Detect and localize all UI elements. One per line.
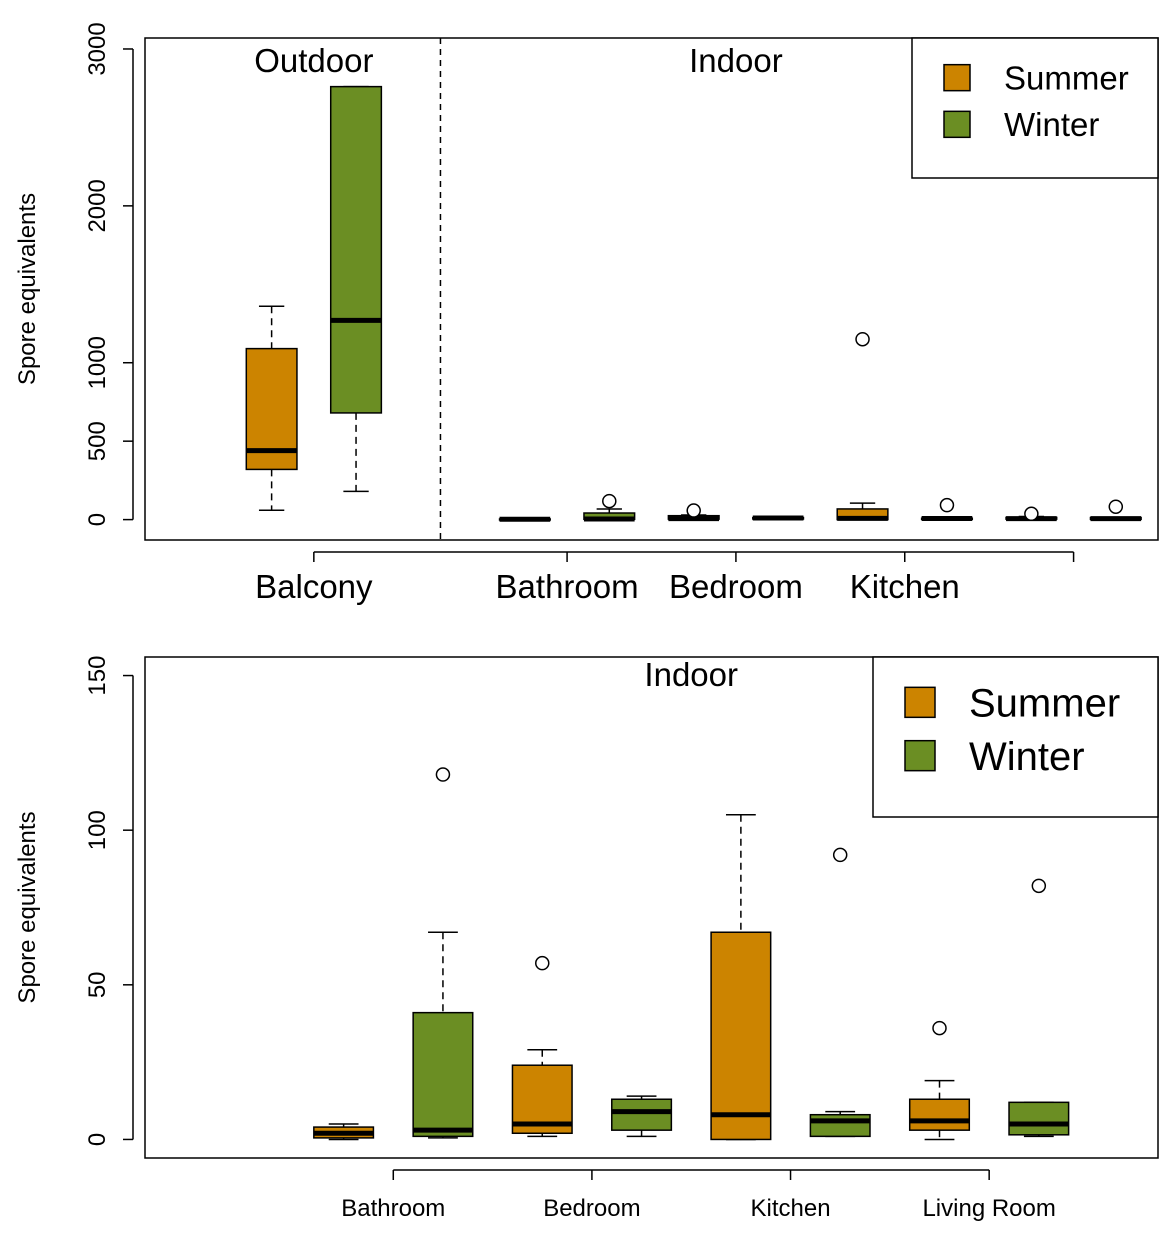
region-label: Indoor [644,656,738,693]
y-tick-label: 2000 [84,179,111,232]
box-winter [412,1011,474,1138]
legend-swatch-winter [904,739,936,772]
outlier-point [535,955,550,971]
y-tick-label: 100 [84,810,111,850]
x-tick-label: Living Room [922,1195,1055,1222]
box-winter [611,1098,673,1131]
outlier-point [939,497,955,513]
legend-swatch-winter [943,110,971,139]
x-tick-label: Bedroom [669,568,803,605]
outlier-point [435,767,451,782]
legend-label-summer: Summer [969,682,1120,726]
x-tick-label: Bedroom [543,1195,640,1222]
y-tick-label: 0 [84,1133,111,1146]
y-tick-label: 500 [84,421,111,461]
legend-label-summer: Summer [1004,60,1129,97]
outlier-point [932,1020,947,1036]
legend-label-winter: Winter [969,735,1085,779]
plot-frame [144,37,1159,541]
box-winter [1008,1101,1070,1136]
y-tick-label: 1000 [84,336,111,389]
region-label: Indoor [689,42,783,79]
y-axis-title: Spore equivalents [14,811,41,1003]
outlier-point [686,503,701,518]
legend-swatch-summer [904,686,936,719]
y-tick-label: 150 [84,656,111,696]
legend-box [872,656,1159,818]
y-tick-label: 0 [84,513,111,526]
plot-frame [144,656,1159,1159]
x-tick-label: Bathroom [341,1195,445,1222]
x-tick-label: Kitchen [751,1195,831,1222]
y-tick-label: 50 [84,971,111,998]
outlier-point [832,847,848,863]
box-summer [710,931,772,1141]
outlier-point [1024,506,1039,522]
x-tick-label: Balcony [255,568,373,605]
region-label: Outdoor [254,42,373,79]
outlier-point [602,493,617,509]
y-axis-title: Spore equivalents [14,193,41,385]
outlier-point [855,331,870,347]
x-tick-label: Kitchen [850,568,960,605]
legend-label-winter: Winter [1004,106,1099,143]
outlier-point [1108,499,1124,514]
box-summer [908,1098,971,1131]
legend-box [911,37,1159,179]
box-winter [329,85,383,414]
x-tick-label: Bathroom [496,568,639,605]
box-winter [809,1113,871,1138]
outlier-point [1031,878,1047,894]
legend-swatch-summer [943,63,971,92]
y-tick-label: 3000 [84,22,111,75]
